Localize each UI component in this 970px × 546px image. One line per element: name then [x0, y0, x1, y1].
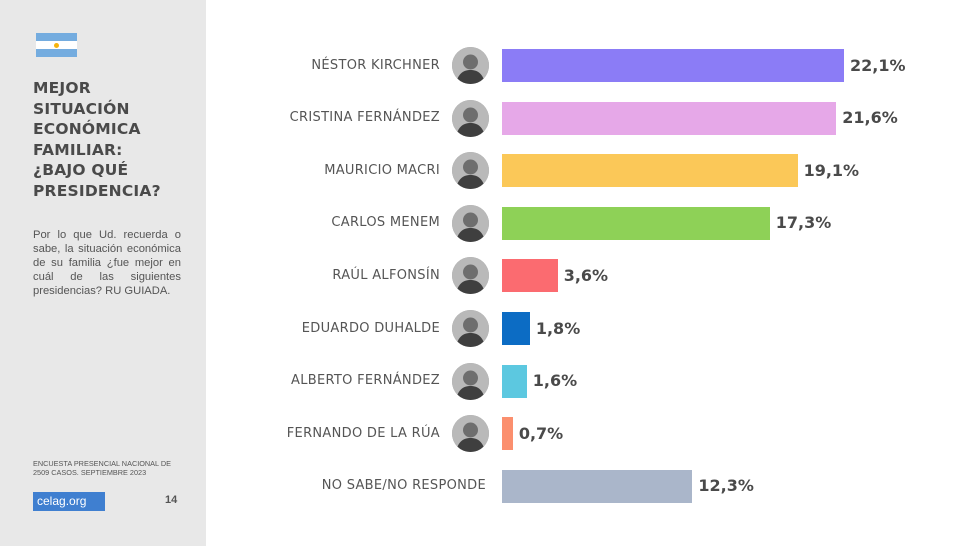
category-label-carlos-menem: CARLOS MENEM	[331, 215, 440, 231]
value-label-no-sabe-no-responde: 12,3%	[698, 476, 754, 496]
portrait-icon-nestor-kirchner	[452, 47, 489, 84]
bar-mauricio-macri	[502, 154, 798, 188]
title-line: ECONÓMICA	[33, 120, 141, 138]
value-label-mauricio-macri: 19,1%	[803, 160, 860, 180]
title-line: FAMILIAR:	[33, 140, 123, 159]
argentina-flag-icon	[36, 33, 77, 57]
portrait-icon-fernando-de-la-rua	[452, 415, 489, 453]
value-label-nestor-kirchner: 22,1%	[850, 55, 906, 75]
bar-fernando-de-la-rua	[502, 417, 513, 451]
title-line: PRESIDENCIA?	[33, 181, 161, 200]
value-label-carlos-menem: 17,3%	[775, 213, 832, 233]
value-label-cristina-fernandez: 21,6%	[842, 108, 898, 128]
category-label-raul-alfonsin: RAÚL ALFONSÍN	[332, 267, 440, 283]
source-line: 2509 CASOS. SEPTIEMBRE 2023	[33, 468, 147, 477]
bar-eduardo-duhalde	[502, 312, 530, 345]
slide-title: MEJOR SITUACIÓN ECONÓMICA FAMILIAR: ¿BAJ…	[33, 78, 193, 201]
survey-question: Por lo que Ud. recuerda o sabe, la situa…	[33, 229, 181, 297]
category-label-no-sabe-no-responde: NO SABE/NO RESPONDE	[321, 478, 486, 494]
title-line: SITUACIÓN	[33, 99, 130, 118]
title-line: ¿BAJO QUÉ	[33, 161, 129, 179]
source-line: ENCUESTA PRESENCIAL NACIONAL DE	[33, 459, 171, 468]
portrait-icon-carlos-menem	[452, 204, 489, 242]
value-label-alberto-fernandez: 1,6%	[532, 371, 578, 391]
category-label-nestor-kirchner: NÉSTOR KIRCHNER	[311, 57, 440, 73]
category-label-mauricio-macri: MAURICIO MACRI	[324, 162, 440, 178]
bar-nestor-kirchner	[502, 49, 844, 82]
value-label-eduardo-duhalde: 1,8%	[535, 318, 581, 338]
celag-logo: celag.org	[33, 492, 105, 511]
portrait-icon-eduardo-duhalde	[452, 310, 489, 347]
page-number: 14	[165, 494, 178, 506]
bar-no-sabe-no-responde	[502, 469, 693, 503]
sidebar: MEJOR SITUACIÓN ECONÓMICA FAMILIAR: ¿BAJ…	[0, 0, 206, 546]
value-label-raul-alfonsin: 3,6%	[563, 265, 609, 285]
category-label-alberto-fernandez: ALBERTO FERNÁNDEZ	[291, 373, 440, 389]
category-label-cristina-fernandez: CRISTINA FERNÁNDEZ	[289, 110, 440, 126]
bar-raul-alfonsin	[502, 259, 558, 293]
title-line: MEJOR	[33, 79, 91, 97]
portrait-icon-mauricio-macri	[452, 152, 489, 190]
portrait-icon-alberto-fernandez	[452, 362, 489, 400]
bar-cristina-fernandez	[502, 101, 837, 135]
value-label-fernando-de-la-rua: 0,7%	[518, 423, 564, 443]
portrait-icon-raul-alfonsin	[452, 257, 489, 295]
bar-alberto-fernandez	[502, 364, 527, 398]
category-label-fernando-de-la-rua: FERNANDO DE LA RÚA	[286, 425, 440, 441]
category-label-eduardo-duhalde: EDUARDO DUHALDE	[301, 320, 440, 336]
survey-source: ENCUESTA PRESENCIAL NACIONAL DE 2509 CAS…	[33, 459, 193, 477]
portrait-icon-cristina-fernandez	[452, 99, 489, 137]
bar-carlos-menem	[502, 206, 770, 240]
